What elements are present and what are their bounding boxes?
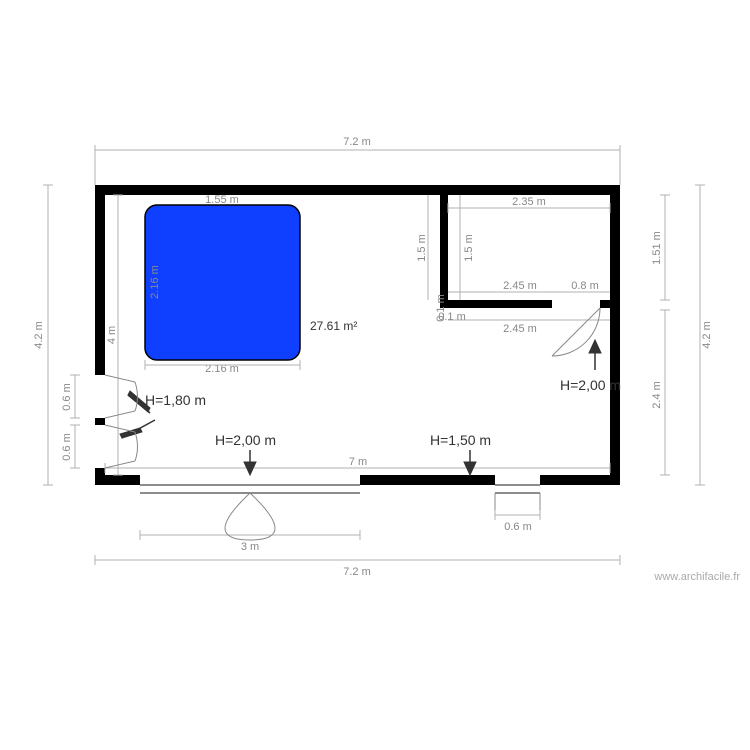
- dim-inner-bottom: 7 m: [105, 456, 610, 473]
- dim-right-outer: 4.2 m: [695, 185, 713, 485]
- dim-bottom-outer: 7.2 m: [95, 555, 620, 578]
- dim-bottom-door: 3 m: [140, 530, 360, 553]
- svg-text:4 m: 4 m: [106, 326, 118, 344]
- svg-text:1.55 m: 1.55 m: [205, 194, 239, 206]
- svg-text:0.1 m: 0.1 m: [435, 294, 447, 322]
- dim-inner-left: 4 m: [106, 195, 123, 475]
- left-windows: [105, 375, 138, 468]
- blue-furniture: [145, 205, 300, 360]
- svg-text:0.8 m: 0.8 m: [571, 280, 599, 292]
- svg-text:2.35 m: 2.35 m: [512, 196, 546, 208]
- dim-small-top: 2.35 m: [448, 196, 610, 213]
- arrow-h2: [244, 450, 256, 475]
- watermark: www.archifacile.fr: [653, 571, 740, 583]
- svg-text:1.5 m: 1.5 m: [416, 234, 428, 262]
- svg-text:0.6 m: 0.6 m: [61, 433, 73, 461]
- dim-bottom-right-seg: 0.6 m: [495, 510, 540, 533]
- svg-text:1.5 m: 1.5 m: [463, 234, 475, 262]
- arrow-h4: [589, 340, 601, 370]
- svg-text:H=1,80 m: H=1,80 m: [145, 392, 206, 408]
- svg-text:2.16 m: 2.16 m: [149, 265, 161, 299]
- svg-text:0.6 m: 0.6 m: [61, 383, 73, 411]
- dim-right-outer-label: 4.2 m: [701, 321, 713, 349]
- svg-text:H=2,00 m: H=2,00 m: [560, 377, 621, 393]
- dim-left-windows: 0.6 m 0.6 m: [61, 375, 80, 468]
- floor-plan-canvas: 7.2 m 4.2 m 0.6 m 0.6 m 4.2 m 1.51 m 2.4…: [0, 0, 750, 750]
- svg-text:2.45 m: 2.45 m: [503, 323, 537, 335]
- svg-text:7.2 m: 7.2 m: [343, 566, 371, 578]
- dim-left-outer: 4.2 m: [33, 185, 53, 485]
- area-label: 27.61 m²: [310, 319, 357, 333]
- dim-top-outer: 7.2 m: [95, 136, 620, 185]
- svg-text:0.6 m: 0.6 m: [504, 521, 532, 533]
- dim-top-outer-label: 7.2 m: [343, 136, 371, 148]
- arrow-h3: [464, 450, 476, 475]
- dim-right-segments: 1.51 m 2.4 m: [651, 195, 670, 475]
- svg-text:H=2,00 m: H=2,00 m: [215, 432, 276, 448]
- svg-text:2.45 m: 2.45 m: [503, 280, 537, 292]
- svg-text:7 m: 7 m: [349, 456, 367, 468]
- svg-text:2.4 m: 2.4 m: [651, 381, 663, 409]
- svg-text:H=1,50 m: H=1,50 m: [430, 432, 491, 448]
- dim-left-outer-label: 4.2 m: [33, 321, 45, 349]
- svg-text:3 m: 3 m: [241, 541, 259, 553]
- svg-text:1.51 m: 1.51 m: [651, 231, 663, 265]
